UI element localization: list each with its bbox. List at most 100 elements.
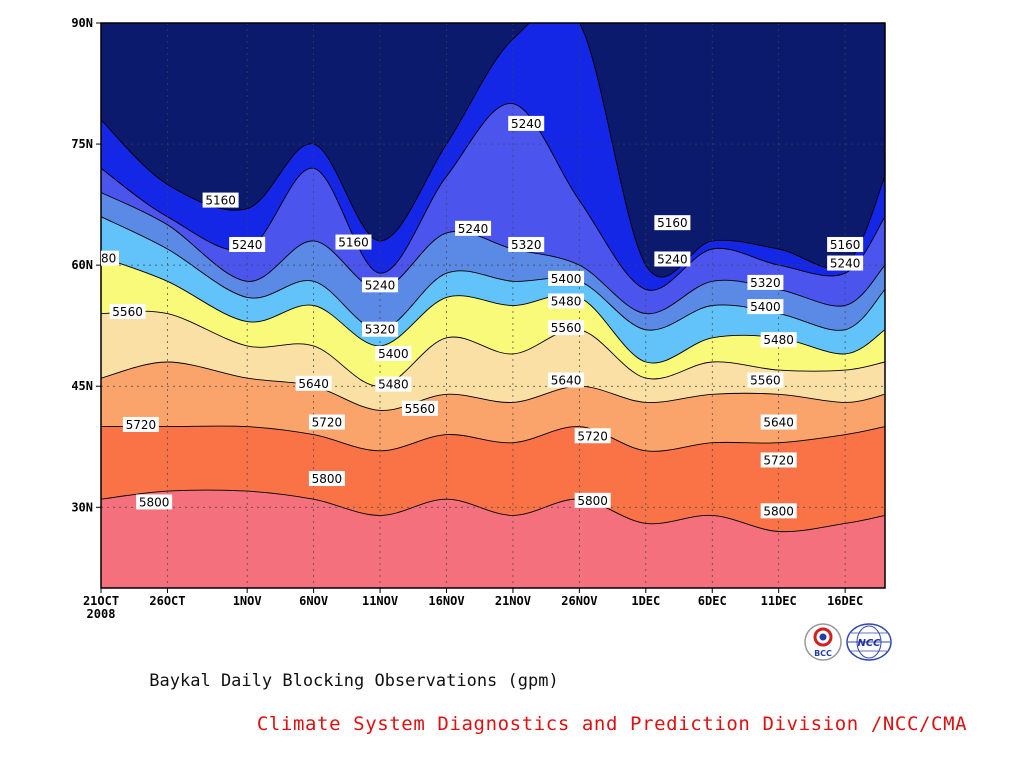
y-tick-label: 90N — [71, 16, 93, 30]
contour-label: 5720 — [574, 428, 611, 444]
contour-label-bg — [455, 220, 492, 236]
contour-label-text: 5640 — [763, 416, 794, 430]
contour-label-text: 5480 — [86, 252, 117, 266]
contour-label-text: 5720 — [126, 418, 157, 432]
x-tick-label: 11DEC — [761, 594, 797, 608]
x-tick-label: 1DEC — [631, 594, 660, 608]
contour-label-text: 5480 — [378, 378, 409, 392]
contour-label-bg — [308, 471, 345, 487]
contour-label-bg — [827, 236, 864, 252]
contour-label: 5400 — [375, 345, 412, 361]
contour-label-bg — [747, 274, 784, 290]
contour-label-text: 5400 — [551, 272, 582, 286]
y-axis: 30N 45N 60N 75N 90N — [71, 16, 101, 514]
contour-label: 5720 — [308, 414, 345, 430]
contour-label: 5400 — [548, 270, 585, 286]
bcc-logo-text: BCC — [814, 649, 832, 658]
contour-label-text: 5160 — [830, 238, 861, 252]
contour-label: 5240 — [654, 251, 691, 267]
contour-line-5160 — [101, 23, 885, 278]
contour-label-text: 5800 — [577, 494, 608, 508]
contour-label-bg — [335, 234, 372, 250]
contour-label: 5560 — [109, 303, 146, 319]
contour-label-bg — [362, 277, 399, 293]
contour-label-bg — [747, 299, 784, 315]
x-tick-label: 26NOV — [561, 594, 597, 608]
contour-label-bg — [375, 376, 412, 392]
contour-label: 5160 — [335, 234, 372, 250]
ncc-logo: NCC — [846, 623, 892, 661]
x-tick-label: 6DEC — [698, 594, 727, 608]
contour-label-text: 5240 — [511, 117, 542, 131]
contour-label: 5160 — [827, 236, 864, 252]
contour-label-text: 5240 — [365, 278, 396, 292]
x-tick-label: 21OCT — [83, 594, 119, 608]
plot-frame — [100, 22, 886, 589]
contour-label-bg — [574, 492, 611, 508]
contour-label-bg — [548, 320, 585, 336]
contour-label: 5240 — [362, 277, 399, 293]
contour-label: 5480 — [760, 332, 797, 348]
contour-label-text: 5240 — [232, 238, 263, 252]
contour-label-text: 5240 — [830, 257, 861, 271]
y-tick-label: 45N — [71, 379, 93, 393]
contour-label: 5560 — [548, 320, 585, 336]
contour-label-text: 5320 — [750, 276, 781, 290]
contour-label-bg — [654, 251, 691, 267]
contour-label: 5800 — [760, 503, 797, 519]
contour-label: 5240 — [455, 220, 492, 236]
contour-label: 5720 — [760, 452, 797, 468]
contour-label: 5240 — [229, 236, 266, 252]
contour-label-bg — [308, 414, 345, 430]
contour-fill-bands — [101, 23, 885, 588]
y-tick-label: 75N — [71, 137, 93, 151]
band-below-5160 — [101, 23, 885, 278]
contour-label-bg — [362, 321, 399, 337]
contour-label-bg — [747, 372, 784, 388]
contour-label-text: 5560 — [750, 374, 781, 388]
contour-label-bg — [760, 332, 797, 348]
contour-label-text: 5560 — [112, 305, 143, 319]
contour-label: 5640 — [548, 372, 585, 388]
contour-line-5560 — [101, 310, 885, 387]
contour-label: 5480 — [548, 293, 585, 309]
x-tick-label: 2008 — [87, 607, 116, 621]
contour-label-bg — [654, 215, 691, 231]
contour-label-bg — [122, 416, 159, 432]
contour-label-bg — [136, 494, 173, 510]
contour-label-text: 5800 — [139, 495, 170, 509]
x-tick-label: 26OCT — [149, 594, 185, 608]
ncc-logo-text: NCC — [857, 638, 881, 649]
contour-label-bg — [375, 345, 412, 361]
contour-label-bg — [760, 414, 797, 430]
contour-label: 5320 — [508, 236, 545, 252]
contour-label-bg — [295, 375, 332, 391]
contour-label-text: 5480 — [551, 294, 582, 308]
contour-label-text: 5640 — [551, 374, 582, 388]
contour-label-text: 5800 — [763, 504, 794, 518]
contour-label-text: 5720 — [763, 453, 794, 467]
y-tick-label: 60N — [71, 258, 93, 272]
contour-label: 5640 — [295, 375, 332, 391]
contour-label-bg — [760, 503, 797, 519]
contour-label-bg — [548, 270, 585, 286]
contour-label: 5800 — [136, 494, 173, 510]
x-tick-label: 11NOV — [362, 594, 398, 608]
contour-label-text: 5640 — [298, 377, 329, 391]
contour-label-text: 5320 — [511, 238, 542, 252]
contour-label-bg — [574, 428, 611, 444]
contour-label: 5720 — [122, 416, 159, 432]
contour-label: 5160 — [654, 215, 691, 231]
contour-label: 5800 — [574, 492, 611, 508]
contour-label: 5400 — [747, 299, 784, 315]
contour-label-bg — [760, 452, 797, 468]
contour-label-text: 5240 — [657, 252, 688, 266]
contour-label-bg — [548, 372, 585, 388]
contour-label: 5240 — [508, 115, 545, 131]
x-tick-label: 21NOV — [495, 594, 531, 608]
contour-label: 5320 — [362, 321, 399, 337]
contour-label: 5640 — [760, 414, 797, 430]
contour-label-text: 5320 — [365, 323, 396, 337]
